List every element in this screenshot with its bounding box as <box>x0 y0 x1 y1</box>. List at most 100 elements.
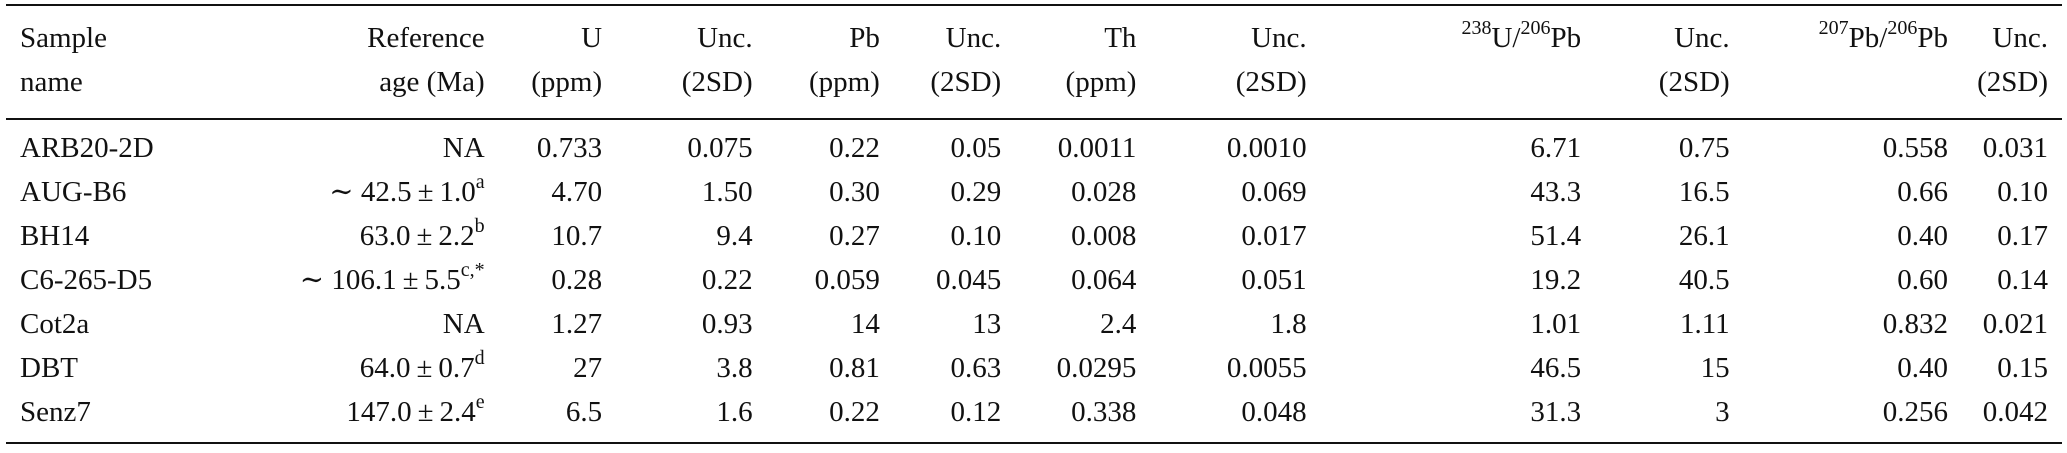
cell-u-unc: 0.93 <box>701 308 753 340</box>
cell-th-unc: 0.0010 <box>1226 132 1307 164</box>
ratio-base-1: U/ <box>1491 22 1521 54</box>
cell-pb: 0.059 <box>814 264 880 296</box>
age-error: 2.2 <box>438 220 475 252</box>
cell-pb-unc: 0.12 <box>950 396 1002 428</box>
cell-pb-unc: 0.10 <box>950 220 1002 252</box>
age-footnote: c,* <box>460 259 485 282</box>
cell-sample-name: Senz7 <box>20 396 91 428</box>
table-row: ARB20-2D NA 0.733 0.075 0.22 0.05 0.0011… <box>6 119 2062 170</box>
header-line-2: name <box>20 66 83 98</box>
header-line-2: (2SD) <box>1977 66 2048 98</box>
age-error: 5.5 <box>424 264 461 296</box>
cell-pb207-pb206-unc: 0.15 <box>1997 352 2048 384</box>
cell-u: 6.5 <box>565 396 603 428</box>
cell-u: 0.733 <box>536 132 603 164</box>
cell-pb-unc: 0.045 <box>935 264 1002 296</box>
cell-u238-pb206: 31.3 <box>1530 396 1582 428</box>
age-value: NA <box>442 308 485 340</box>
age-value: 147.0 <box>346 396 412 428</box>
age-footnote: e <box>475 391 485 414</box>
header-line-1: Unc. <box>697 22 753 54</box>
cell-pb-unc: 0.05 <box>950 132 1002 164</box>
cell-sample-name: Cot2a <box>20 308 90 340</box>
cell-u-unc: 0.075 <box>687 132 753 164</box>
cell-u238-pb206: 19.2 <box>1530 264 1582 296</box>
cell-u-unc: 1.50 <box>701 176 753 208</box>
cell-th: 2.4 <box>1100 308 1137 340</box>
header-line-2: (2SD) <box>1658 66 1730 98</box>
cell-sample-name: C6-265-D5 <box>20 264 153 296</box>
table-row: C6-265-D5 ∼ 106.1 ±5.5c,* 0.28 0.22 0.059… <box>6 258 2062 302</box>
cell-th: 0.064 <box>1071 264 1137 296</box>
header-line-1: U <box>581 22 603 54</box>
ratio-sup-2: 206 <box>1520 17 1551 40</box>
header-line-2: (ppm) <box>1065 66 1137 98</box>
header-line-1: Pb <box>849 22 880 54</box>
cell-th-unc: 0.051 <box>1241 264 1307 296</box>
cell-u238-pb206: 1.01 <box>1530 308 1582 340</box>
ratio-base-2: Pb <box>1550 22 1582 54</box>
cell-pb-unc: 0.63 <box>950 352 1002 384</box>
cell-sample-name: AUG-B6 <box>20 176 127 208</box>
cell-reference-age: ∼ 106.1 ±5.5c,* <box>182 258 499 302</box>
header-pb207-pb206-ratio: 207Pb/206Pb <box>1744 5 1962 119</box>
cell-pb207-pb206: 0.40 <box>1897 220 1948 252</box>
header-line-2: (2SD) <box>681 66 753 98</box>
cell-u-unc: 1.6 <box>716 396 753 428</box>
age-plus-minus: ± <box>416 352 433 384</box>
cell-pb207-pb206-unc: 0.17 <box>1997 220 2048 252</box>
cell-pb-unc: 13 <box>972 308 1002 340</box>
cell-reference-age: 64.0 ±0.7d <box>182 346 499 390</box>
cell-u: 0.28 <box>551 264 603 296</box>
cell-u238-pb206-unc: 1.11 <box>1679 308 1730 340</box>
cell-th: 0.338 <box>1071 396 1137 428</box>
header-line-1: Sample <box>20 22 107 54</box>
age-footnote: a <box>475 171 485 194</box>
header-line-1: Unc. <box>1992 22 2048 54</box>
table-row: BH14 63.0 ±2.2b 10.7 9.4 0.27 0.10 0.008 … <box>6 214 2062 258</box>
age-plus-minus: ± <box>402 264 419 296</box>
header-line-2: (ppm) <box>808 66 880 98</box>
cell-reference-age: NA <box>182 119 499 170</box>
age-value: 63.0 <box>359 220 411 252</box>
header-u: U (ppm) <box>499 5 616 119</box>
header-line-1: Th <box>1104 22 1137 54</box>
cell-pb: 0.22 <box>829 396 880 428</box>
cell-pb207-pb206: 0.256 <box>1882 396 1948 428</box>
age-error: 1.0 <box>439 176 476 208</box>
table-row: Senz7 147.0 ±2.4e 6.5 1.6 0.22 0.12 0.338… <box>6 390 2062 443</box>
cell-u: 1.27 <box>551 308 603 340</box>
cell-u238-pb206-unc: 3 <box>1715 396 1730 428</box>
cell-th: 0.0011 <box>1057 132 1137 164</box>
header-line-1: Unc. <box>1674 22 1730 54</box>
age-value: 106.1 <box>331 264 397 296</box>
header-line-1: Unc. <box>1251 22 1307 54</box>
age-plus-minus: ± <box>416 220 433 252</box>
cell-u-unc: 9.4 <box>716 220 753 252</box>
header-line-1: Reference <box>367 22 485 54</box>
age-value: 64.0 <box>359 352 411 384</box>
header-pb207-pb206-unc: Unc. (2SD) <box>1962 5 2062 119</box>
cell-u238-pb206: 6.71 <box>1530 132 1582 164</box>
age-footnote: d <box>474 347 485 370</box>
cell-pb: 0.27 <box>829 220 880 252</box>
header-th-unc: Unc. (2SD) <box>1150 5 1320 119</box>
header-line-2: (2SD) <box>930 66 1002 98</box>
cell-u: 4.70 <box>551 176 603 208</box>
ratio-base-1: Pb/ <box>1848 22 1888 54</box>
cell-th-unc: 0.017 <box>1241 220 1307 252</box>
cell-u238-pb206: 51.4 <box>1530 220 1582 252</box>
ratio-sup-1: 238 <box>1461 17 1492 40</box>
header-line-2: (2SD) <box>1235 66 1307 98</box>
cell-reference-age: NA <box>182 302 499 346</box>
age-plus-minus: ± <box>417 396 434 428</box>
cell-u: 10.7 <box>551 220 603 252</box>
cell-pb: 14 <box>850 308 880 340</box>
cell-th: 0.0295 <box>1056 352 1137 384</box>
cell-sample-name: DBT <box>20 352 78 384</box>
cell-u238-pb206-unc: 40.5 <box>1678 264 1730 296</box>
ratio-header: 207Pb/206Pb <box>1758 16 1948 60</box>
age-prefix: ∼ <box>299 264 332 296</box>
header-sample-name: Sample name <box>6 5 182 119</box>
table-header-row: Sample name Reference age (Ma) U (ppm) U… <box>6 5 2062 119</box>
